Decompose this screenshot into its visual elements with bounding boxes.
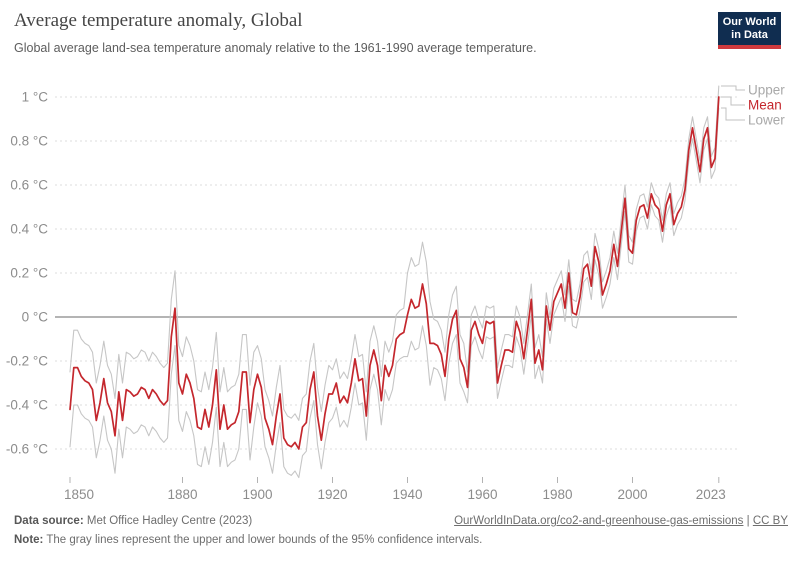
- page-title: Average temperature anomaly, Global: [14, 10, 303, 31]
- owid-logo-line2: in Data: [731, 28, 768, 41]
- svg-text:1850: 1850: [64, 487, 94, 502]
- note-text: The gray lines represent the upper and l…: [46, 534, 483, 546]
- svg-text:-0.4 °C: -0.4 °C: [6, 398, 48, 413]
- svg-text:Upper: Upper: [748, 83, 785, 98]
- owid-logo-red-bar: [718, 45, 781, 49]
- data-source-line: Data source: Met Office Hadley Centre (2…: [14, 515, 252, 527]
- svg-text:-0.6 °C: -0.6 °C: [6, 442, 48, 457]
- owid-logo[interactable]: Our World in Data: [718, 12, 781, 49]
- gridlines: [55, 96, 737, 450]
- attribution-line: OurWorldInData.org/co2-and-greenhouse-ga…: [454, 515, 788, 527]
- svg-text:0 °C: 0 °C: [22, 310, 49, 325]
- separator: |: [746, 515, 750, 527]
- chart-footer: Data source: Met Office Hadley Centre (2…: [14, 515, 788, 527]
- svg-text:2000: 2000: [617, 487, 647, 502]
- data-source-text: Met Office Hadley Centre (2023): [86, 515, 253, 527]
- svg-text:1940: 1940: [392, 487, 422, 502]
- svg-text:1920: 1920: [317, 487, 347, 502]
- axis-labels: 1 °C 0.8 °C 0.6 °C 0.4 °C 0.2 °C 0 °C -0.2 °C -…: [6, 90, 726, 503]
- line-series: [69, 85, 720, 479]
- svg-text:0.6 °C: 0.6 °C: [10, 178, 48, 193]
- owid-url-link[interactable]: OurWorldInData.org/co2-and-greenhouse-ga…: [454, 515, 744, 527]
- svg-text:0.4 °C: 0.4 °C: [10, 222, 48, 237]
- svg-text:1880: 1880: [167, 487, 197, 502]
- svg-text:0.2 °C: 0.2 °C: [10, 266, 48, 281]
- svg-text:Lower: Lower: [748, 113, 785, 128]
- svg-text:2023: 2023: [696, 487, 726, 502]
- svg-text:1980: 1980: [542, 487, 572, 502]
- data-source-label: Data source:: [14, 515, 84, 527]
- svg-text:0.8 °C: 0.8 °C: [10, 134, 48, 149]
- svg-text:1960: 1960: [467, 487, 497, 502]
- cc-by-link[interactable]: CC BY: [752, 515, 788, 527]
- owid-logo-line1: Our World: [722, 15, 777, 28]
- chart-subtitle: Global average land-sea temperature anom…: [14, 41, 537, 55]
- svg-text:-0.2 °C: -0.2 °C: [6, 354, 48, 369]
- svg-text:1900: 1900: [242, 487, 272, 502]
- chart-note: Note: The gray lines represent the upper…: [14, 534, 788, 546]
- svg-text:1 °C: 1 °C: [22, 90, 49, 105]
- svg-text:Mean: Mean: [748, 98, 782, 113]
- note-label: Note:: [14, 534, 44, 546]
